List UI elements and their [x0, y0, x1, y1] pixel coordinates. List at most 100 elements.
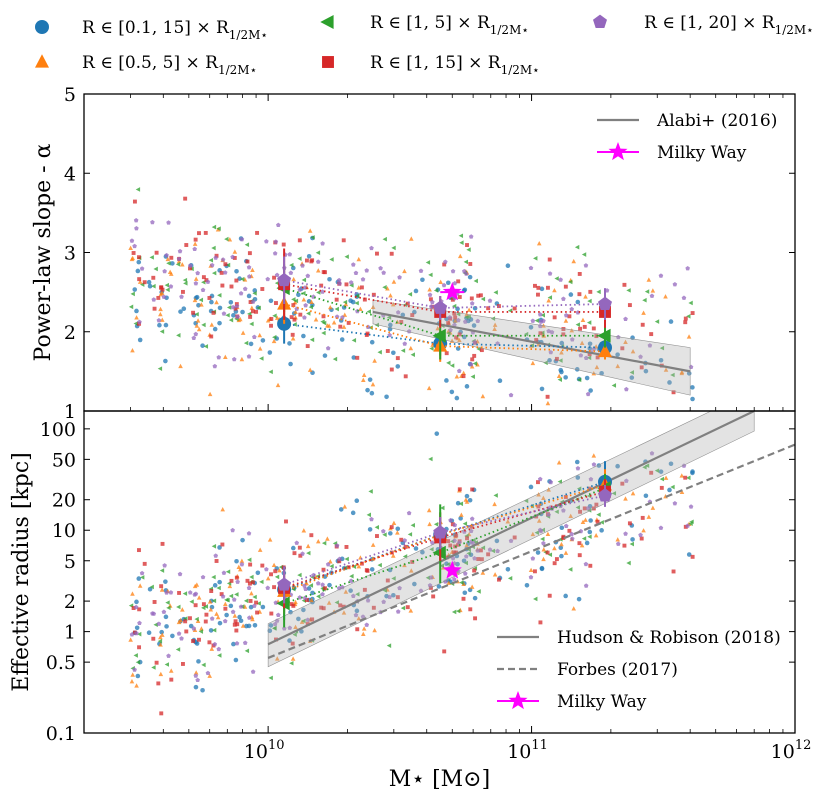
top-scatter-point	[268, 369, 273, 375]
bottom-scatter-point	[567, 528, 572, 533]
bottom-binned-trend	[283, 484, 606, 593]
top-scatter-point	[547, 358, 552, 363]
bottom-binned-trend	[283, 487, 606, 605]
bottom-scatter-point	[154, 660, 159, 665]
top-scatter-point	[217, 305, 223, 311]
bottom-scatter-point	[459, 512, 464, 517]
bottom-scatter-point	[464, 493, 470, 499]
top-scatter-point	[457, 253, 463, 259]
top-scatter-point	[192, 297, 198, 303]
bottom-scatter-point	[239, 561, 245, 567]
top-scatter-point	[192, 246, 198, 252]
top-scatter-point	[539, 386, 545, 392]
bottom-scatter-point	[466, 551, 471, 556]
top-scatter-point	[561, 332, 566, 337]
top-scatter-point	[254, 309, 259, 314]
bottom-scatter-point	[341, 604, 346, 609]
bottom-scatter-point	[580, 519, 586, 525]
bottom-scatter-point	[245, 578, 250, 583]
bottom-scatter-point	[238, 618, 244, 624]
top-scatter-point	[338, 324, 343, 329]
top-scatter-point	[135, 187, 141, 192]
bottom-scatter-point	[623, 496, 628, 501]
bottom-scatter-point	[463, 497, 469, 502]
bottom-scatter-point	[164, 624, 169, 629]
top-scatter-point	[547, 257, 552, 262]
bottom-scatter-point	[354, 608, 360, 614]
bottom-scatter-point	[159, 587, 165, 592]
bottom-ytick-label: 5	[64, 551, 76, 573]
bottom-scatter-point	[249, 591, 254, 596]
bottom-scatter-point	[382, 588, 387, 593]
bottom-scatter-point	[558, 545, 564, 551]
top-scatter-point	[532, 283, 537, 288]
bottom-scatter-point	[198, 629, 204, 634]
bottom-scatter-point	[448, 517, 453, 523]
bottom-scatter-point	[247, 581, 252, 586]
top-scatter-point	[248, 314, 253, 319]
bottom-scatter-point	[327, 559, 333, 564]
bottom-scatter-point	[260, 563, 265, 568]
top-scatter-point	[203, 344, 209, 349]
bottom-scatter-point	[568, 567, 573, 572]
top-scatter-point	[469, 364, 475, 369]
bottom-scatter-point	[184, 629, 189, 634]
top-scatter-point	[528, 324, 534, 330]
top-scatter-point	[442, 262, 447, 267]
top-scatter-point	[410, 313, 415, 318]
bottom-scatter-point	[554, 509, 559, 515]
top-scatter-point	[233, 306, 238, 311]
bottom-scatter-point	[690, 469, 695, 474]
top-scatter-point	[435, 325, 441, 331]
bottom-scatter-point	[688, 504, 694, 509]
top-scatter-point	[364, 268, 370, 273]
top-scatter-point	[169, 255, 174, 260]
bottom-scatter-point	[287, 638, 292, 643]
bottom-scatter-point	[219, 592, 224, 597]
top-scatter-point	[399, 320, 404, 324]
top-scatter-point	[587, 346, 593, 351]
bottom-scatter-point	[252, 594, 257, 600]
top-scatter-point	[167, 269, 173, 275]
top-scatter-point	[480, 393, 486, 399]
bottom-scatter-point	[338, 603, 343, 608]
bottom-scatter-point	[191, 626, 197, 631]
top-scatter-point	[627, 303, 632, 308]
top-scatter-point	[232, 249, 238, 254]
top-scatter-point	[492, 326, 497, 331]
top-scatter-point	[176, 258, 182, 264]
bottom-scatter-point	[538, 528, 544, 534]
bottom-scatter-point	[225, 569, 231, 575]
top-scatter-point	[685, 266, 690, 271]
top-legend-label: R ∈ [1, 20] × R1/2M⋆	[644, 13, 814, 37]
bottom-scatter-point	[646, 514, 652, 519]
top-scatter-point	[244, 242, 250, 248]
top-scatter-point	[351, 355, 357, 360]
bottom-scatter-point	[559, 553, 564, 559]
top-scatter-point	[255, 230, 260, 235]
bottom-scatter-point	[583, 561, 589, 567]
bottom-scatter-point	[128, 637, 133, 642]
top-scatter-point	[575, 299, 581, 305]
legend-marker-pentagon	[593, 14, 607, 28]
top-scatter-point	[204, 278, 209, 283]
top-scatter-point	[297, 256, 302, 261]
bottom-scatter-point	[451, 609, 457, 615]
bottom-scatter-point	[297, 545, 302, 550]
top-scatter-point	[630, 349, 636, 354]
top-scatter-point	[291, 303, 296, 308]
top-scatter-point	[444, 351, 449, 356]
bottom-scatter-point	[410, 559, 415, 564]
top-scatter-point	[468, 361, 474, 367]
top-scatter-point	[271, 338, 277, 344]
bottom-scatter-point	[211, 598, 217, 604]
top-scatter-point	[184, 243, 189, 247]
top-scatter-point	[272, 313, 277, 319]
bottom-scatter-point	[364, 622, 370, 627]
top-scatter-point	[234, 303, 240, 309]
top-scatter-point	[450, 297, 455, 302]
bottom-scatter-point	[250, 616, 255, 622]
top-scatter-point	[583, 263, 589, 268]
bottom-scatter-point	[292, 632, 297, 637]
top-scatter-point	[397, 274, 402, 280]
